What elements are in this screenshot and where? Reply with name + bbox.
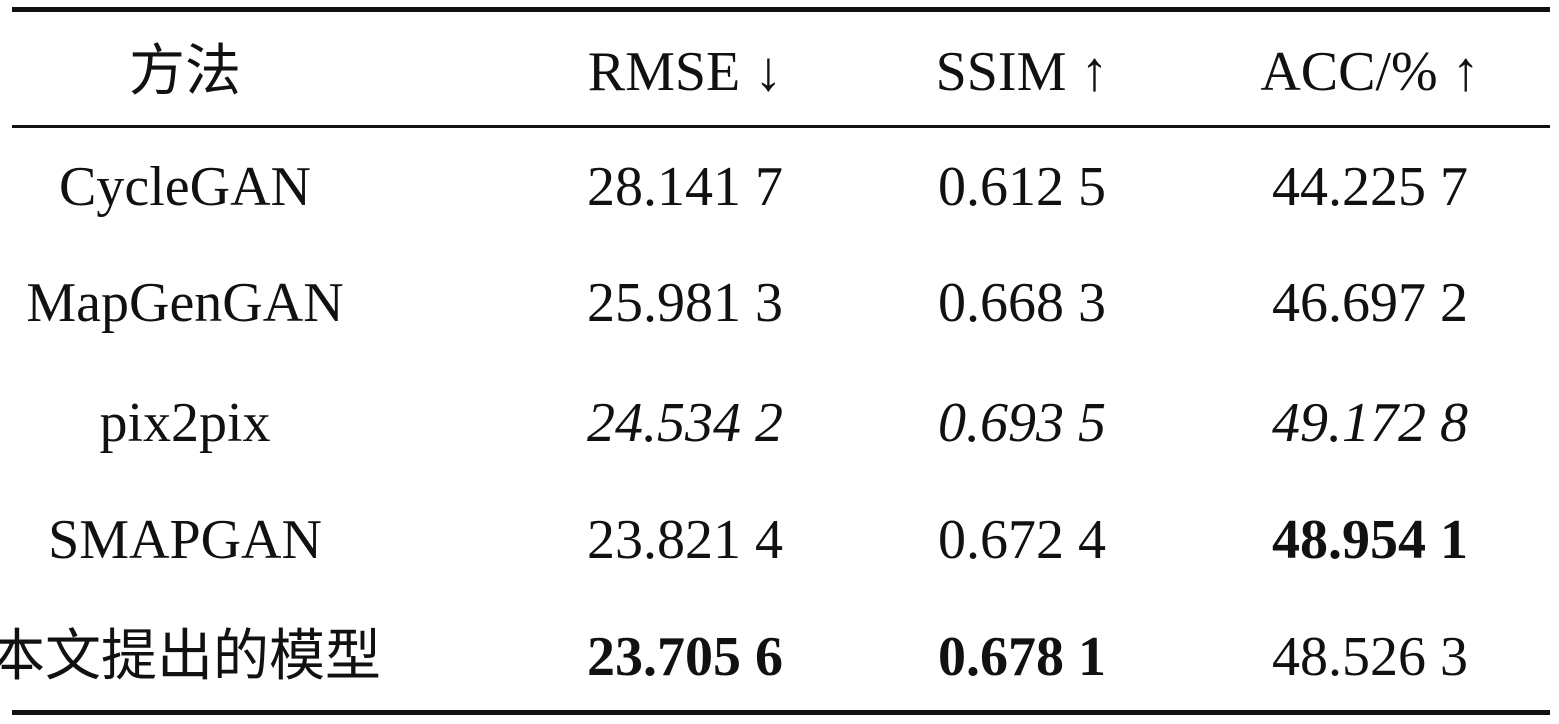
header-cell: 方法 (129, 41, 241, 103)
value-cell: 24.534 2 (587, 392, 783, 454)
value-cell: 23.705 6 (587, 626, 783, 688)
value-cell: 0.693 5 (938, 392, 1106, 454)
method-cell: CycleGAN (59, 156, 311, 218)
method-cell: SMAPGAN (48, 509, 322, 571)
value-cell: 49.172 8 (1272, 392, 1468, 454)
value-cell: 25.981 3 (587, 272, 783, 334)
bottom-rule (12, 710, 1550, 715)
value-cell: 48.954 1 (1272, 509, 1468, 571)
method-cell: pix2pix (99, 392, 271, 454)
method-cell: MapGenGAN (26, 272, 344, 334)
value-cell: 0.668 3 (938, 272, 1106, 334)
value-cell: 0.672 4 (938, 509, 1106, 571)
value-cell: 46.697 2 (1272, 272, 1468, 334)
value-cell: 0.612 5 (938, 156, 1106, 218)
header-rule (12, 125, 1550, 128)
value-cell: 44.225 7 (1272, 156, 1468, 218)
method-cell: 本文提出的模型 (0, 626, 381, 688)
value-cell: 0.678 1 (938, 626, 1106, 688)
value-cell: 23.821 4 (587, 509, 783, 571)
value-cell: 48.526 3 (1272, 626, 1468, 688)
header-cell: ACC/% ↑ (1260, 41, 1480, 103)
top-rule (12, 7, 1550, 12)
header-cell: RMSE ↓ (587, 41, 783, 103)
value-cell: 28.141 7 (587, 156, 783, 218)
header-cell: SSIM ↑ (935, 41, 1109, 103)
